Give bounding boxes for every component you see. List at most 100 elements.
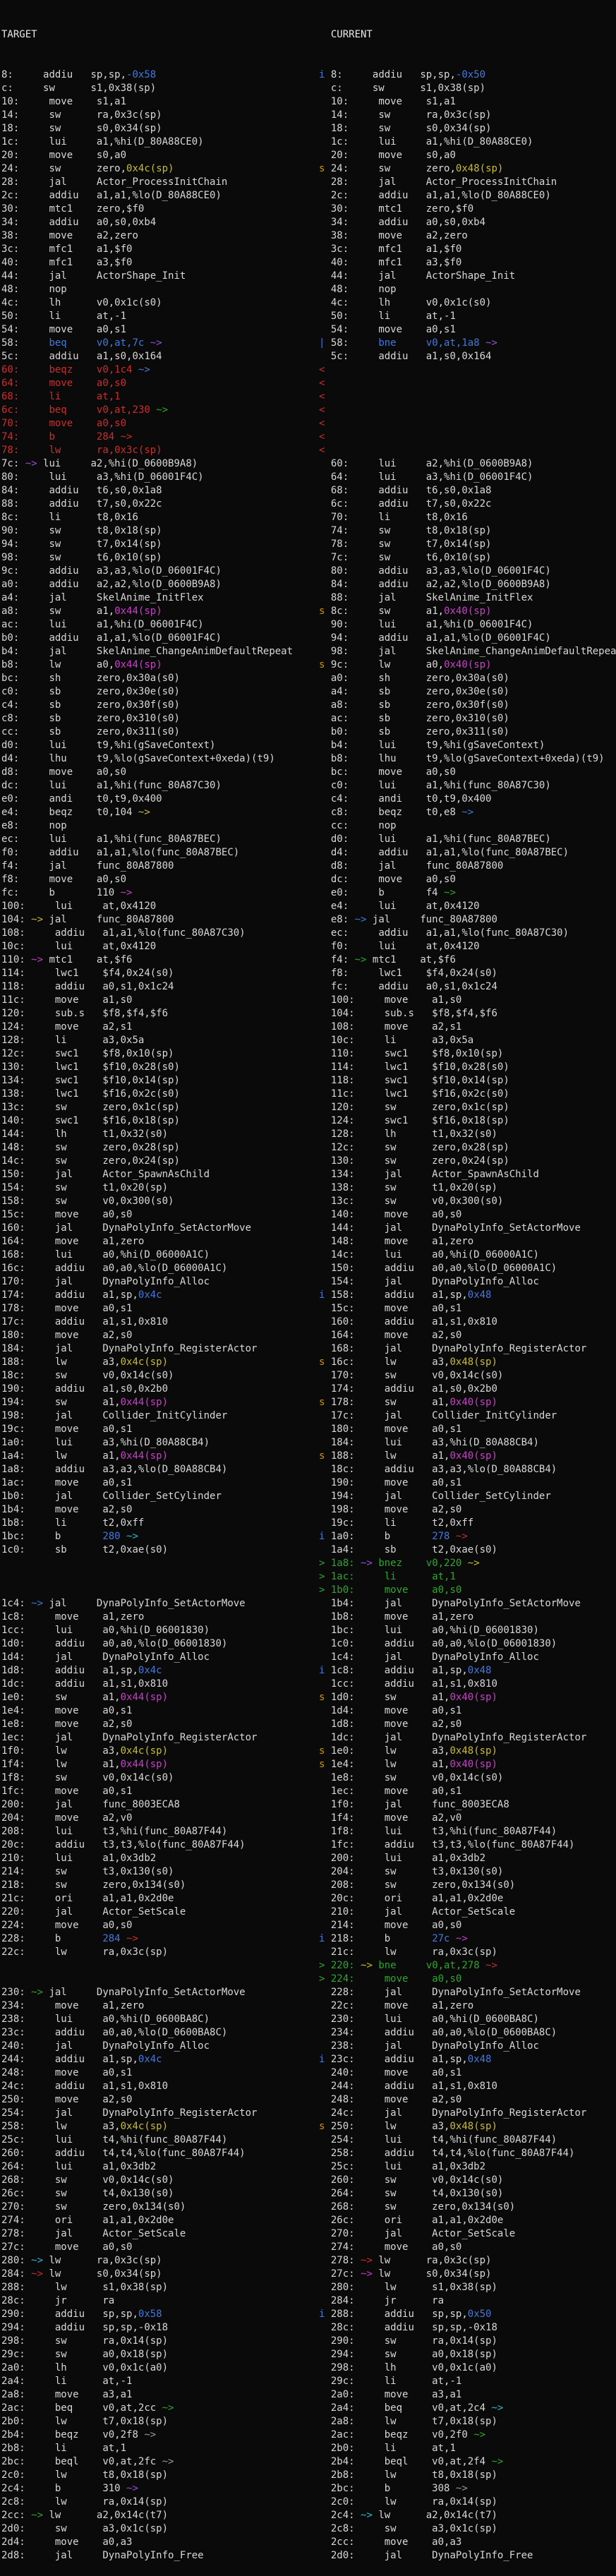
target-line: e8: nop [1, 820, 97, 831]
asm-diff-row: 2c4: b 310 ~> 2bc: b 308 ~> [1, 2482, 616, 2496]
target-line: 234: move a1,zero [1, 2000, 145, 2011]
asm-diff-row: f4: jal func_80A87800 d8: jal func_80A87… [1, 860, 616, 873]
asm-diff-row: 1c4: ~> jal DynaPolyInfo_SetActorMove 1b… [1, 1597, 616, 1611]
current-line: cc: nop [330, 820, 426, 831]
current-line: s 8c: sw a1,0x40(sp) [319, 606, 492, 617]
asm-diff-row: c0: sb zero,0x30e(s0) a4: sb zero,0x30e(… [1, 685, 616, 699]
asm-diff-row: 238: lui a0,%hi(D_0600BA8C) 230: lui a0,… [1, 2013, 616, 2026]
asm-diff-row: 18: sw s0,0x34(sp) 18: sw s0,0x34(sp) [1, 122, 616, 136]
current-line: 124: swc1 $f16,0x18(sp) [330, 1115, 509, 1126]
current-line: 1e8: sw v0,0x14c(s0) [330, 1772, 504, 1783]
asm-diff-row: 70: move a0,s0 < [1, 417, 616, 431]
asm-diff-row: 230: ~> jal DynaPolyInfo_SetActorMove 22… [1, 1986, 616, 1999]
target-line: 240: jal DynaPolyInfo_Alloc [1, 2040, 210, 2052]
current-line: 298: lh v0,0x1c(a0) [330, 2362, 497, 2373]
target-line: 100: lui at,0x4120 [1, 901, 157, 912]
current-line: 264: sw t4,0x130(s0) [330, 2188, 504, 2199]
current-line: a8: sb zero,0x30f(s0) [330, 699, 509, 711]
current-line: s 1d0: sw a1,0x40(sp) [319, 1692, 497, 1703]
current-line: a0: sh zero,0x30a(s0) [330, 673, 509, 684]
asm-diff-row: f0: addiu a1,a1,%lo(func_80A87BEC) d4: a… [1, 846, 616, 860]
current-line: b8: lhu t9,%lo(gSaveContext+0xeda)(t9) [330, 753, 605, 764]
current-line: 1ec: move a0,s1 [330, 1786, 462, 1797]
asm-diff-row: 2b0: lw t7,0x18(sp) 2a8: lw t7,0x18(sp) [1, 2415, 616, 2428]
current-line: 2cc: move a0,a3 [330, 2536, 462, 2548]
target-line: 17c: addiu a1,s1,0x810 [1, 1316, 169, 1328]
target-line: 12c: swc1 $f8,0x10(sp) [1, 1048, 174, 1059]
target-line: 288: lw s1,0x38(sp) [1, 2282, 169, 2293]
asm-diff-row: 164: move a1,zero 148: move a1,zero [1, 1235, 616, 1248]
target-line: 25c: lui t4,%hi(func_80A87F44) [1, 2134, 228, 2145]
target-line [1, 1570, 319, 1584]
current-line: 240: move a0,s1 [330, 2067, 462, 2078]
current-line: 184: lui a3,%hi(D_80A88CB4) [330, 1437, 539, 1448]
current-line: 238: jal DynaPolyInfo_Alloc [330, 2040, 539, 2052]
asm-diff-row: 25c: lui t4,%hi(func_80A87F44) 254: lui … [1, 2133, 616, 2147]
asm-diff-row: 94: sw t7,0x14(sp) 78: sw t7,0x14(sp) [1, 538, 616, 551]
asm-diff-row: 100: lui at,0x4120 e4: lui at,0x4120 [1, 900, 616, 913]
target-line: 18: sw s0,0x34(sp) [1, 123, 162, 134]
asm-diff-row: 214: sw t3,0x130(s0) 204: sw t3,0x130(s0… [1, 1865, 616, 1879]
target-line: 118: addiu a0,s1,0x1c24 [1, 981, 174, 992]
asm-diff-row: 2ac: beq v0,at,2cc ~> 2a4: beq v0,at,2c4… [1, 2402, 616, 2415]
target-line: 68: li at,1 [1, 391, 121, 402]
target-line: 1ec: jal DynaPolyInfo_RegisterActor [1, 1732, 258, 1743]
asm-diff-row: 190: addiu a1,s0,0x2b0 174: addiu a1,s0,… [1, 1383, 616, 1396]
current-line: 248: move a2,s0 [330, 2094, 462, 2105]
asm-diff-row: 284: ~> lw s0,0x34(sp) 27c: ~> lw s0,0x3… [1, 2268, 616, 2281]
asm-diff-row: 104: ~> jal func_80A87800 e8: ~> jal fun… [1, 913, 616, 927]
current-line: 1b8: move a1,zero [330, 1611, 474, 1623]
target-line: 9c: addiu a3,a3,%lo(D_06001F4C) [1, 565, 222, 577]
current-line: 14c: lui a0,%hi(D_06000A1C) [330, 1249, 539, 1260]
target-line: 1c8: move a1,zero [1, 1611, 145, 1623]
current-line: 2b4: beql v0,at,2f4 ~> [330, 2456, 504, 2467]
target-line: 2a0: lh v0,0x1c(a0) [1, 2362, 169, 2373]
target-line: 6c: beq v0,at,230 ~> [1, 404, 169, 416]
current-line: 2a4: beq v0,at,2c4 ~> [330, 2402, 504, 2414]
asm-diff-row: 140: swc1 $f16,0x18(sp) 124: swc1 $f16,0… [1, 1114, 616, 1128]
asm-diff-row: 2c: addiu a1,a1,%lo(D_80A88CE0) 2c: addi… [1, 189, 616, 203]
target-line: 27c: move a0,s0 [1, 2241, 133, 2253]
target-line: 2b8: li at,1 [1, 2443, 127, 2454]
target-line: 21c: ori a1,a1,0x2d0e [1, 1893, 174, 1904]
target-line [1, 1973, 319, 1986]
target-line: c8: sb zero,0x310(s0) [1, 713, 180, 724]
target-line: 2bc: beql v0,at,2fc ~> [1, 2456, 174, 2467]
current-line: 244: addiu a1,s1,0x810 [330, 2081, 497, 2092]
asm-diff-row: 108: addiu a1,a1,%lo(func_80A87C30) ec: … [1, 927, 616, 940]
asm-diff-row: e4: beqz t0,104 ~> c8: beqz t0,e8 ~> [1, 806, 616, 819]
asm-diff-row: 294: addiu sp,sp,-0x18 28c: addiu sp,sp,… [1, 2321, 616, 2335]
current-line: 20c: ori a1,a1,0x2d0e [330, 1893, 504, 1904]
target-line: 4c: lh v0,0x1c(s0) [1, 297, 162, 308]
target-line: d0: lui t9,%hi(gSaveContext) [1, 740, 216, 751]
asm-diff-row: a4: jal SkelAnime_InitFlex 88: jal SkelA… [1, 591, 616, 605]
target-line: 244: addiu a1,sp,0x4c [1, 2054, 162, 2065]
target-line: 270: sw zero,0x134(s0) [1, 2201, 186, 2213]
target-line: 2d4: move a0,a3 [1, 2536, 133, 2548]
asm-diff-row: e8: nop cc: nop [1, 819, 616, 833]
target-line: 254: jal DynaPolyInfo_RegisterActor [1, 2107, 258, 2119]
current-line: s 1e4: lw a1,0x40(sp) [319, 1759, 497, 1770]
target-line: 58: beq v0,at,7c ~> [1, 337, 162, 349]
asm-diff-row: d4: lhu t9,%lo(gSaveContext+0xeda)(t9) b… [1, 752, 616, 766]
target-line: 1f8: sw v0,0x14c(s0) [1, 1772, 174, 1783]
current-line: 60: lui a2,%hi(D_0600B9A8) [330, 458, 533, 469]
target-line: 2a4: li at,-1 [1, 2376, 133, 2387]
target-line: 3c: mfc1 a1,$f0 [1, 243, 133, 255]
target-line: 23c: addiu a0,a0,%lo(D_0600BA8C) [1, 2027, 228, 2038]
asm-diff-row: 1cc: lui a0,%hi(D_06001830) 1bc: lui a0,… [1, 1624, 616, 1637]
target-line: 70: move a0,s0 [1, 418, 127, 429]
asm-diff-row: 1f4: lw a1,0x44(sp) s 1e4: lw a1,0x40(sp) [1, 1758, 616, 1771]
asm-diff-row: e0: andi t0,t9,0x400 c4: andi t0,t9,0x40… [1, 793, 616, 806]
asm-diff-row: 1bc: b 280 ~> i 1a0: b 278 ~> [1, 1530, 616, 1543]
current-line: 94: addiu a1,a1,%lo(D_06001F4C) [330, 632, 551, 644]
target-line: 2b0: lw t7,0x18(sp) [1, 2416, 169, 2427]
asm-diff-row: 1c0: sb t2,0xae(s0) 1a4: sb t2,0xae(s0) [1, 1543, 616, 1557]
target-line: 90: sw t8,0x18(sp) [1, 525, 162, 536]
target-line: a0: addiu a2,a2,%lo(D_0600B9A8) [1, 579, 222, 590]
current-line: < [319, 445, 325, 456]
asm-diff-row: 11c: move a1,s0 100: move a1,s0 [1, 994, 616, 1007]
asm-diff-row: 48: nop 48: nop [1, 283, 616, 296]
current-line: 230: lui a0,%hi(D_0600BA8C) [330, 2014, 539, 2025]
